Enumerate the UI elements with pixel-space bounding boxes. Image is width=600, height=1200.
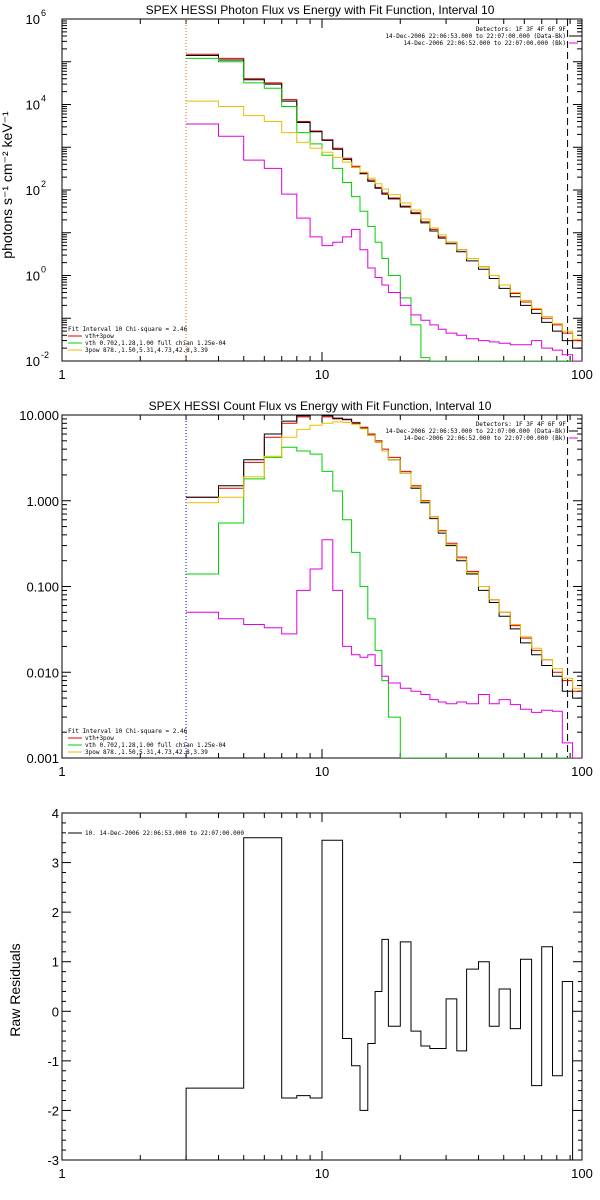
count-flux-header-line: 14-Dec-2006 22:06:52.000 to 22:07:00.000…: [403, 435, 566, 442]
count-flux-series-3-line: [186, 421, 582, 689]
count-flux-legend-entry: vth 0.702,1.28,1.00 full chian 1.25e-04: [85, 742, 226, 749]
photon-flux-series-4-line: [186, 123, 582, 361]
count-flux-series-1-line: [186, 415, 582, 699]
photon-flux-x-tick-label: 10: [315, 367, 329, 382]
photon-flux-series-1-line: [186, 55, 582, 349]
count-flux-x-tick-label: 10: [315, 764, 329, 779]
count-flux-y-tick-label: 10.000: [19, 408, 59, 423]
residuals-legend-entry: 10. 14-Dec-2006 22:06:53.000 to 22:07:00…: [85, 830, 244, 837]
residuals-y-tick-label: -3: [47, 1153, 59, 1168]
photon-flux-y-tick-label: 10: [26, 12, 40, 27]
residuals-plot: 1 10 100 -3 -2 -1 0 1 2 3 4 10. 14-Dec-2006 22:06:5…: [47, 806, 592, 1181]
photon-flux-series-2-line: [186, 57, 582, 361]
photon-flux-y-tick-label: 10: [26, 183, 40, 198]
photon-flux-header-line: 14-Dec-2006 22:06:52.000 to 22:07:00.000…: [403, 40, 566, 47]
count-flux-header-line: 14-Dec-2006 22:06:53.000 to 22:07:00.000…: [385, 428, 566, 435]
residuals-y-tick-label: -2: [47, 1103, 59, 1118]
photon-flux-y-tick-label: 10: [26, 354, 40, 369]
photon-flux-y-axis-label: photons s⁻¹ cm⁻² keV⁻¹: [0, 111, 15, 259]
residuals-x-tick-label: 1: [58, 1166, 65, 1181]
photon-flux-legend-title: Fit Interval 10 Chi-square = 2.46: [68, 326, 188, 333]
photon-flux-x-tick-label: 1: [58, 367, 65, 382]
residuals-panel: Raw Residuals 1 10 100 -3 -2 -1 0 1 2 3 4 10. 14-De…: [7, 806, 593, 1181]
photon-flux-axes-frame: [61, 18, 583, 362]
count-flux-series-0-line: [186, 415, 582, 692]
count-flux-x-tick-label: 1: [58, 764, 65, 779]
count-flux-x-tick-label: 100: [571, 764, 593, 779]
count-flux-panel: SPEX HESSI Count Flux vs Energy with Fit…: [19, 399, 593, 779]
residuals-y-tick-label: 1: [52, 955, 59, 970]
residuals-y-tick-label: 0: [52, 1004, 59, 1019]
photon-flux-panel: SPEX HESSI Photon Flux vs Energy with Fi…: [0, 3, 593, 382]
photon-flux-x-tick-label: 100: [571, 367, 593, 382]
photon-flux-y-tick-exponent: 2: [41, 179, 46, 189]
count-flux-plot: 1 10 100 0.001 0.010 0.100 1.000 10.000 Detector…: [19, 408, 593, 779]
count-flux-y-tick-label: 0.001: [26, 751, 59, 766]
residuals-y-tick-label: 4: [52, 806, 59, 821]
count-flux-y-tick-label: 1.000: [26, 494, 59, 509]
photon-flux-header-line: Detectors: 1F 3F 4F 6F 9F: [476, 26, 567, 33]
photon-flux-legend-entry: 3pow 878.,1.50,5.31,4.73,42.8,3.39: [85, 347, 208, 354]
count-flux-header-line: Detectors: 1F 3F 4F 6F 9F: [476, 421, 567, 428]
photon-flux-series-3-line: [186, 100, 582, 340]
residuals-y-axis-label: Raw Residuals: [7, 943, 23, 1036]
residuals-y-tick-label: 3: [52, 856, 59, 871]
photon-flux-y-tick-label: 10: [26, 269, 40, 284]
photon-flux-title: SPEX HESSI Photon Flux vs Energy with Fi…: [146, 3, 495, 17]
residuals-y-tick-label: -1: [47, 1054, 59, 1069]
count-flux-legend-entry: 3pow 878.,1.50,5.31,4.73,42.8,3.39: [85, 749, 208, 756]
residuals-series-0-line: [185, 837, 574, 1160]
photon-flux-y-tick-exponent: 0: [41, 265, 46, 275]
photon-flux-y-tick-exponent: -2: [41, 350, 49, 360]
photon-flux-y-tick-exponent: 6: [41, 8, 46, 18]
residuals-y-tick-label: 2: [52, 905, 59, 920]
photon-flux-series-0-line: [186, 53, 582, 342]
count-flux-series-2-line: [186, 446, 582, 758]
count-flux-series-4-line: [186, 539, 582, 758]
residuals-x-tick-label: 100: [571, 1166, 593, 1181]
count-flux-y-tick-label: 0.100: [26, 580, 59, 595]
photon-flux-curves: [186, 53, 582, 361]
count-flux-curves: [186, 415, 582, 758]
photon-flux-y-tick-exponent: 4: [41, 94, 46, 104]
photon-flux-legend-entry: vth 0.702,1.28,1.00 full chian 1.25e-04: [85, 340, 226, 347]
count-flux-title: SPEX HESSI Count Flux vs Energy with Fit…: [149, 399, 492, 413]
photon-flux-y-tick-label: 10: [26, 98, 40, 113]
residuals-x-tick-label: 10: [315, 1166, 329, 1181]
count-flux-y-tick-label: 0.010: [26, 665, 59, 680]
count-flux-legend-entry: vth+3pow: [85, 735, 114, 742]
photon-flux-legend-entry: vth+3pow: [85, 333, 114, 340]
count-flux-legend-title: Fit Interval 10 Chi-square = 2.46: [68, 728, 188, 735]
residuals-curves: [185, 837, 574, 1160]
photon-flux-header-line: 14-Dec-2006 22:06:53.000 to 22:07:00.000…: [385, 33, 566, 40]
